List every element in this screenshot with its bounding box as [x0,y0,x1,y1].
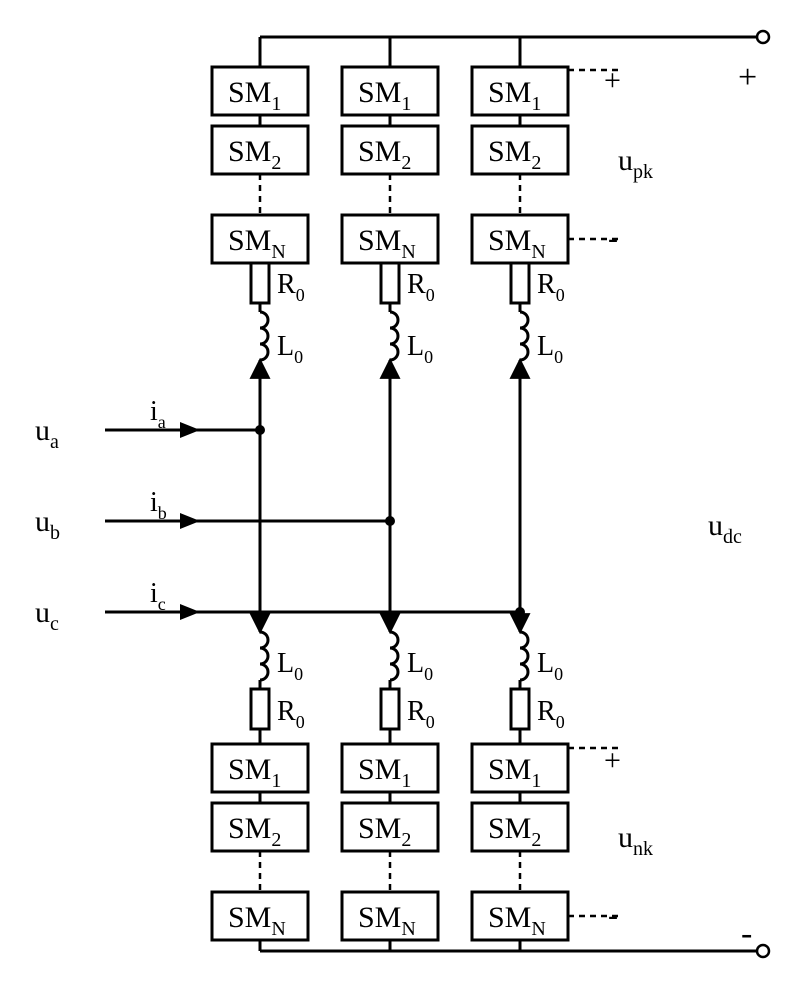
udc-label: udc [708,509,742,548]
mmc-circuit-diagram: + - udc + upk - + unk - SM1 SM2 SMN R0 L… [0,0,795,1000]
dc-minus-terminal [757,945,769,957]
r0-label: R0 [537,696,565,732]
ub-label: ub [35,505,60,544]
l0-label: L0 [277,331,303,367]
r0-label: R0 [407,696,435,732]
inductor [390,632,398,680]
inductor [520,312,528,360]
r0-label: R0 [537,269,565,305]
dc-plus-terminal [757,31,769,43]
upk-label: upk [618,144,653,183]
ib-label: ib [150,487,167,523]
resistor [511,263,529,303]
arrow-icon [180,604,200,620]
inductor [390,312,398,360]
ia-label: ia [150,396,166,432]
dc-plus-label: + [738,59,757,96]
r0-label: R0 [277,696,305,732]
dc-minus-label: - [741,915,752,952]
unk-label: unk [618,821,653,860]
resistor [381,689,399,729]
ua-label: ua [35,414,59,453]
arrow-icon [180,513,200,529]
l0-label: L0 [407,648,433,684]
inductor [260,632,268,680]
resistor [511,689,529,729]
resistor [251,689,269,729]
l0-label: L0 [537,648,563,684]
resistor [381,263,399,303]
inductor [520,632,528,680]
l0-label: L0 [407,331,433,367]
ic-label: ic [150,578,166,614]
l0-label: L0 [277,648,303,684]
l0-label: L0 [537,331,563,367]
uc-label: uc [35,596,59,635]
r0-label: R0 [407,269,435,305]
inductor [260,312,268,360]
r0-label: R0 [277,269,305,305]
arrow-icon [180,422,200,438]
resistor [251,263,269,303]
